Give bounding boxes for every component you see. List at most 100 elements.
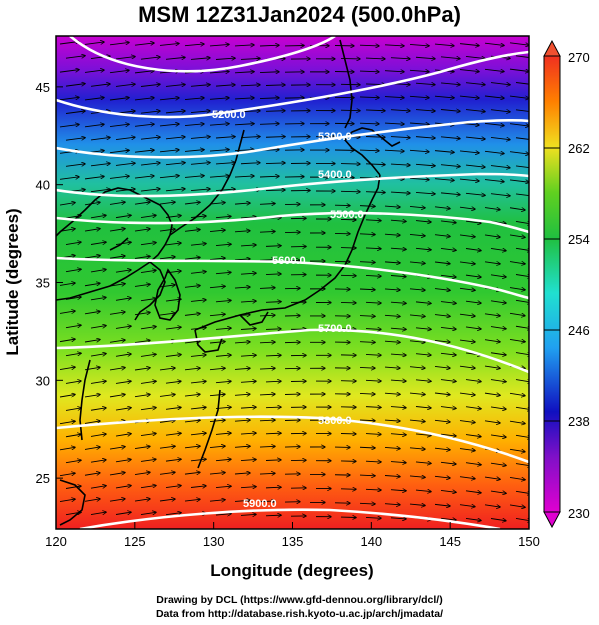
wind-arrow (159, 499, 175, 501)
wind-arrow (390, 354, 406, 355)
wind-arrow (234, 124, 254, 125)
wind-arrow (259, 288, 275, 289)
wind-arrow (240, 433, 256, 434)
wind-arrow (465, 327, 481, 329)
wind-arrow (209, 203, 225, 204)
wind-arrow (409, 178, 429, 179)
wind-arrow (440, 165, 460, 167)
wind-arrow (215, 272, 231, 273)
wind-arrow (265, 302, 281, 303)
wind-arrow (465, 248, 481, 250)
wind-arrow (359, 420, 375, 421)
wind-arrow (259, 315, 275, 316)
wind-arrow (65, 111, 85, 114)
wind-arrow (259, 72, 279, 73)
wind-arrow (484, 208, 500, 210)
wind-arrow (240, 273, 256, 274)
wind-arrow (409, 367, 425, 368)
wind-arrow (140, 270, 156, 272)
wind-arrow (390, 302, 406, 303)
wind-arrow (440, 275, 456, 277)
wind-arrow (240, 58, 260, 59)
contour-label-5900: 5900.0 (243, 498, 277, 510)
wind-arrow (215, 244, 231, 245)
wind-arrow (259, 368, 275, 369)
wind-arrow (390, 137, 410, 138)
wind-arrow (365, 489, 381, 490)
wind-arrow (159, 43, 179, 45)
wind-arrow (140, 84, 160, 86)
wind-arrow (265, 137, 285, 138)
wind-arrow (140, 215, 156, 217)
wind-arrow (259, 446, 275, 447)
wind-arrow (509, 338, 525, 341)
wind-arrow (65, 164, 85, 167)
wind-arrow (434, 420, 450, 422)
wind-arrow (409, 448, 425, 449)
wind-arrow (415, 137, 435, 139)
wind-arrow (109, 340, 125, 343)
wind-arrow (484, 477, 500, 479)
wind-arrow (184, 368, 200, 370)
wind-arrow (459, 393, 475, 395)
wind-arrow (215, 216, 231, 217)
wind-arrow (184, 176, 204, 178)
wind-arrow (90, 269, 106, 273)
wind-arrow (215, 514, 231, 515)
wind-arrow (259, 45, 279, 46)
wind-arrow (190, 459, 206, 461)
wind-arrow (490, 193, 510, 196)
wind-arrow (365, 329, 381, 330)
wind-arrow (240, 245, 256, 246)
wind-arrow (384, 150, 404, 151)
wind-arrow (65, 84, 85, 87)
wind-arrow (459, 179, 479, 181)
wind-arrow (140, 57, 160, 59)
x-tick-label: 130 (203, 534, 225, 549)
wind-arrow (440, 193, 460, 195)
wind-arrow (490, 380, 506, 382)
wind-arrow (134, 446, 150, 448)
wind-arrow (234, 98, 254, 99)
wind-arrow (165, 459, 181, 461)
wind-arrow (134, 229, 150, 231)
wind-arrow (415, 328, 431, 330)
wind-arrow (234, 420, 250, 421)
wind-arrow (465, 83, 485, 85)
wind-arrow (215, 433, 231, 434)
wind-arrow (140, 381, 156, 383)
wind-arrow (440, 407, 456, 409)
wind-arrow (465, 110, 485, 112)
wind-arrow (459, 314, 475, 316)
y-tick-label: 40 (36, 178, 50, 193)
wind-arrow (159, 124, 179, 126)
wind-arrow (459, 366, 475, 368)
wind-arrow (384, 447, 400, 448)
wind-arrow (190, 58, 210, 60)
wind-arrow (434, 504, 450, 506)
x-tick-label: 140 (360, 534, 382, 549)
wind-arrow (490, 248, 506, 250)
wind-arrow (84, 70, 104, 73)
wind-arrow (459, 207, 475, 209)
wind-arrow (259, 501, 275, 502)
wind-arrow (109, 202, 125, 205)
wind-arrow (490, 491, 506, 493)
wind-arrow (440, 110, 460, 112)
wind-arrow (84, 473, 100, 476)
wind-arrow (59, 339, 75, 343)
wind-arrow (84, 499, 100, 502)
wind-arrow (515, 55, 529, 58)
wind-arrow (365, 380, 381, 381)
y-tick-label: 25 (36, 471, 50, 486)
wind-arrow (59, 283, 75, 286)
wind-arrow (109, 499, 125, 502)
wind-arrow (65, 242, 81, 245)
wind-arrow (365, 248, 381, 249)
wind-arrow (140, 243, 156, 245)
wind-arrow (234, 72, 254, 73)
wind-arrow (234, 342, 250, 343)
colorbar-tick-label: 262 (568, 141, 590, 156)
wind-arrow (434, 448, 450, 450)
wind-arrow (115, 84, 135, 87)
